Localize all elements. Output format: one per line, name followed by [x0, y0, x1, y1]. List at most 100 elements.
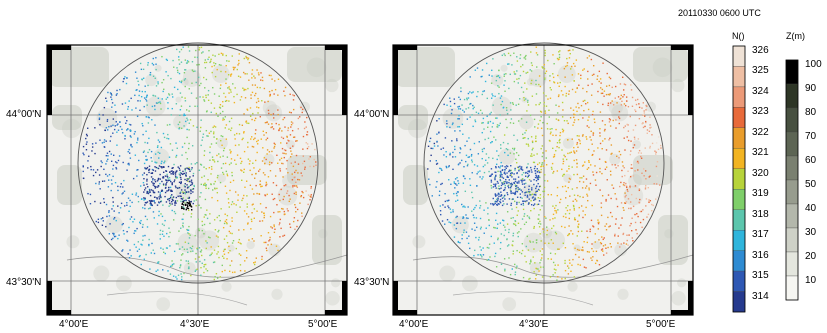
colorbar-z-swatch	[785, 227, 799, 253]
frame-corner-block	[393, 45, 398, 115]
terrain-blob	[211, 65, 230, 83]
terrain-blob	[268, 243, 282, 257]
lat-label-4330n-right: 43°30'N	[354, 277, 390, 288]
terrain-patch	[57, 165, 82, 205]
colorbar-n-swatch	[732, 168, 746, 190]
terrain-blob	[526, 78, 535, 86]
terrain-blob	[632, 140, 642, 149]
terrain-blob	[412, 235, 426, 249]
colorbar-n-label: 315	[752, 270, 769, 282]
terrain-blob	[105, 216, 123, 234]
frame-corner-block	[47, 310, 71, 315]
colorbar-z-label: 100	[805, 59, 822, 70]
terrain-blob	[325, 78, 339, 93]
colorbar-z-label: 40	[805, 203, 817, 214]
terrain-blob	[156, 297, 171, 311]
terrain-blob	[671, 78, 685, 93]
terrain-blob	[491, 96, 512, 117]
terrain-blob	[491, 74, 504, 87]
terrain-blob	[664, 229, 674, 239]
colorbar-z-swatch	[785, 155, 799, 181]
colorbar-n-label: 316	[752, 249, 769, 261]
colorbar-n-label: 324	[752, 85, 769, 97]
frame-corner-block	[671, 45, 693, 50]
colorbar-n-swatch	[732, 45, 746, 67]
lon-label-430e-left: 4°30'E	[180, 319, 210, 330]
colorbar-n-label: 319	[752, 188, 769, 200]
terrain-blob	[500, 64, 508, 72]
terrain-blob	[183, 262, 196, 274]
terrain-blob	[331, 278, 341, 288]
terrain-blob	[609, 153, 621, 165]
map-frame	[392, 44, 694, 316]
colorbar-z-label: 30	[805, 227, 817, 238]
lon-label-500e-left: 5°00'E	[308, 319, 338, 330]
colorbar-z-swatch	[785, 251, 799, 277]
terrain-blob	[277, 185, 298, 206]
colorbar-n-swatch	[732, 107, 746, 128]
colorbar-n-label: 322	[752, 126, 769, 138]
frame-corner-block	[342, 281, 347, 315]
colorbar-refractivity	[732, 45, 746, 313]
colorbar-z-frame	[785, 59, 799, 301]
coastline	[66, 254, 348, 278]
terrain-blob	[227, 244, 235, 252]
terrain-blob	[523, 232, 544, 253]
frame-corner-block	[688, 281, 693, 315]
terrain-patch	[287, 47, 342, 82]
terrain-blob	[611, 104, 629, 122]
terrain-blob	[614, 243, 628, 257]
terrain-patch	[658, 215, 688, 265]
timestamp-label: 20110330 0600 UTC	[678, 8, 761, 18]
colorbar-z-swatch	[785, 131, 799, 157]
terrain-blob	[628, 174, 642, 188]
terrain-blob	[175, 96, 182, 103]
colorbar-n-swatch	[732, 189, 746, 210]
colorbar-z-label: 50	[805, 179, 817, 190]
terrain-blob	[502, 297, 517, 311]
terrain-blob	[563, 173, 573, 183]
terrain-blob	[61, 118, 82, 139]
frame-corner-block	[393, 45, 417, 50]
terrain-blob	[180, 78, 189, 86]
frame-corner-block	[47, 45, 52, 115]
frame-corner-block	[393, 281, 398, 315]
colorbar-n-swatch	[732, 230, 746, 251]
colorbar-z-label: 10	[805, 275, 817, 286]
colorbar-n-frame	[732, 45, 746, 313]
coastline	[106, 291, 248, 306]
colorbar-n-label: 325	[752, 65, 769, 77]
terrain-blob	[461, 275, 478, 292]
terrain-patch	[52, 105, 82, 130]
map-frame	[46, 44, 348, 316]
colorbar-n-swatch	[732, 86, 746, 108]
colorbar-z-swatch	[785, 179, 799, 205]
colorbar-z-swatch	[785, 83, 799, 109]
terrain-blob	[671, 290, 686, 306]
frame-corner-block	[47, 45, 71, 50]
colorbar-n-label: 320	[752, 167, 769, 179]
terrain-patch	[312, 215, 342, 265]
frame-corner-block	[671, 310, 693, 315]
colorbar-z-swatch	[785, 275, 799, 301]
refractivity-points	[427, 46, 662, 281]
terrain-blob	[306, 57, 327, 78]
colorbar-z-label: 80	[805, 107, 817, 118]
terrain-blob	[221, 281, 232, 292]
colorbar-n-label: 321	[752, 147, 769, 159]
terrain-patch	[633, 47, 688, 82]
frame-corner-block	[325, 310, 347, 315]
terrain-blob	[66, 235, 80, 249]
colorbar-z-swatch	[785, 107, 799, 133]
terrain-blob	[592, 240, 601, 250]
lat-label-4330n-left: 43°30'N	[6, 277, 42, 288]
terrain-patch	[395, 47, 455, 87]
terrain-blob	[216, 137, 228, 149]
terrain-patch	[49, 47, 109, 87]
radar-range-circle	[77, 42, 319, 284]
colorbar-n-label: 326	[752, 45, 769, 56]
colorbar-n-swatch	[732, 209, 746, 231]
colorbar-z-label: 90	[805, 83, 817, 94]
terrain-blob	[145, 74, 158, 87]
